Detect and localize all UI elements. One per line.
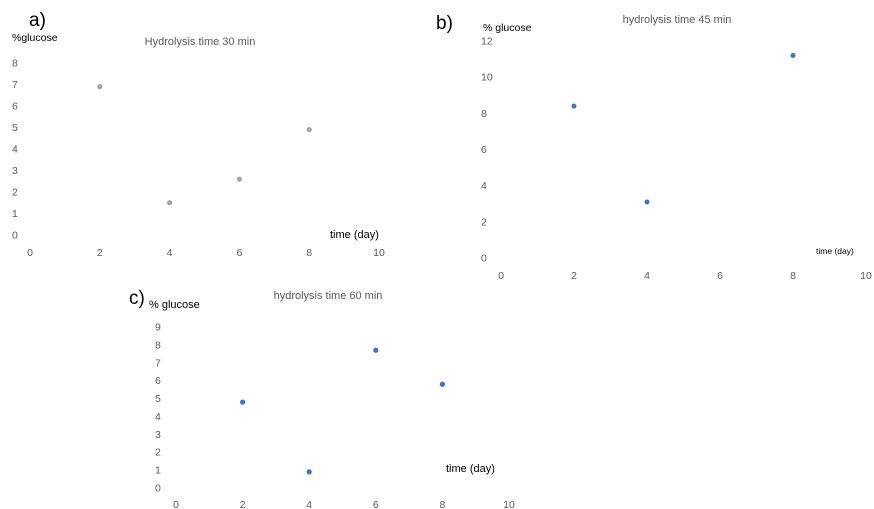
panel-c-y-tick-labels: 0 1 2 3 4 5 6 7 8 9 [155, 322, 161, 495]
x-tick-label: 8 [790, 270, 796, 282]
panel-c-y-axis-title: % glucose [149, 299, 200, 311]
x-tick-label: 0 [173, 499, 179, 509]
data-point [644, 199, 650, 205]
data-point [240, 399, 246, 405]
y-tick-label: 9 [155, 322, 161, 334]
chart-panel-b: b) % glucose hydrolysis time 45 min time… [436, 13, 872, 282]
x-tick-label: 8 [439, 499, 445, 509]
panel-c-chart-title: hydrolysis time 60 min [274, 290, 383, 302]
x-tick-label: 2 [97, 247, 103, 259]
x-tick-label: 4 [167, 247, 173, 259]
data-point [790, 52, 796, 58]
chart-panel-a: a) %glucose Hydrolysis time 30 min time … [12, 10, 385, 259]
y-tick-label: 1 [12, 208, 18, 220]
y-tick-label: 6 [12, 101, 18, 113]
data-point [439, 381, 445, 387]
panel-c-x-axis-title: time (day) [446, 463, 495, 475]
y-tick-label: 7 [155, 357, 161, 369]
y-tick-label: 3 [155, 429, 161, 441]
data-point [373, 347, 379, 353]
panel-c-data-points [240, 347, 445, 475]
panel-a-data-points [97, 84, 312, 206]
data-point [167, 200, 173, 206]
x-tick-label: 4 [306, 499, 312, 509]
y-tick-label: 8 [12, 58, 18, 70]
y-tick-label: 10 [481, 72, 493, 84]
y-tick-label: 8 [155, 339, 161, 351]
panel-a-x-axis-title: time (day) [330, 229, 379, 241]
panel-b-chart-title: hydrolysis time 45 min [623, 14, 732, 26]
y-tick-label: 2 [12, 187, 18, 199]
x-tick-label: 10 [860, 270, 872, 282]
y-tick-label: 7 [12, 79, 18, 91]
x-tick-label: 10 [503, 499, 515, 509]
y-tick-label: 2 [155, 447, 161, 459]
y-tick-label: 5 [12, 122, 18, 134]
panel-a-y-axis-title: %glucose [12, 32, 58, 44]
x-tick-label: 2 [240, 499, 246, 509]
y-tick-label: 0 [155, 483, 161, 495]
y-tick-label: 3 [12, 165, 18, 177]
data-point [571, 103, 577, 109]
y-tick-label: 8 [481, 108, 487, 120]
y-tick-label: 4 [155, 411, 161, 423]
y-tick-label: 6 [155, 375, 161, 387]
x-tick-label: 6 [236, 247, 242, 259]
panel-b-x-tick-labels: 0 2 4 6 8 10 [498, 270, 872, 282]
x-tick-label: 6 [373, 499, 379, 509]
panel-b-y-tick-labels: 0 2 4 6 8 10 12 [481, 36, 493, 265]
y-tick-label: 6 [481, 144, 487, 156]
x-tick-label: 0 [27, 247, 33, 259]
y-tick-label: 0 [12, 230, 18, 242]
panel-b-y-axis-title: % glucose [483, 22, 532, 34]
panel-b-label: b) [436, 13, 453, 34]
x-tick-label: 4 [644, 270, 650, 282]
panel-b-data-points [571, 52, 796, 205]
panel-b-x-axis-title: time (day) [816, 246, 854, 256]
panel-c-label: c) [129, 288, 145, 309]
data-point [236, 176, 242, 182]
data-point [97, 84, 103, 90]
x-tick-label: 8 [306, 247, 312, 259]
y-tick-label: 2 [481, 216, 487, 228]
x-tick-label: 10 [373, 247, 385, 259]
panel-c-x-tick-labels: 0 2 4 6 8 10 [173, 499, 515, 509]
chart-panel-c: c) % glucose hydrolysis time 60 min time… [129, 288, 515, 509]
data-point [306, 127, 312, 133]
x-tick-label: 6 [717, 270, 723, 282]
y-tick-label: 4 [481, 180, 487, 192]
y-tick-label: 4 [12, 144, 18, 156]
data-point [306, 469, 312, 475]
panel-a-y-tick-labels: 0 1 2 3 4 5 6 7 8 [12, 58, 18, 242]
y-tick-label: 1 [155, 465, 161, 477]
y-tick-label: 5 [155, 393, 161, 405]
panel-a-x-tick-labels: 0 2 4 6 8 10 [27, 247, 385, 259]
x-tick-label: 0 [498, 270, 504, 282]
x-tick-label: 2 [571, 270, 577, 282]
panel-a-chart-title: Hydrolysis time 30 min [145, 36, 256, 48]
panel-a-label: a) [29, 10, 46, 31]
y-tick-label: 12 [481, 36, 493, 48]
y-tick-label: 0 [481, 253, 487, 265]
